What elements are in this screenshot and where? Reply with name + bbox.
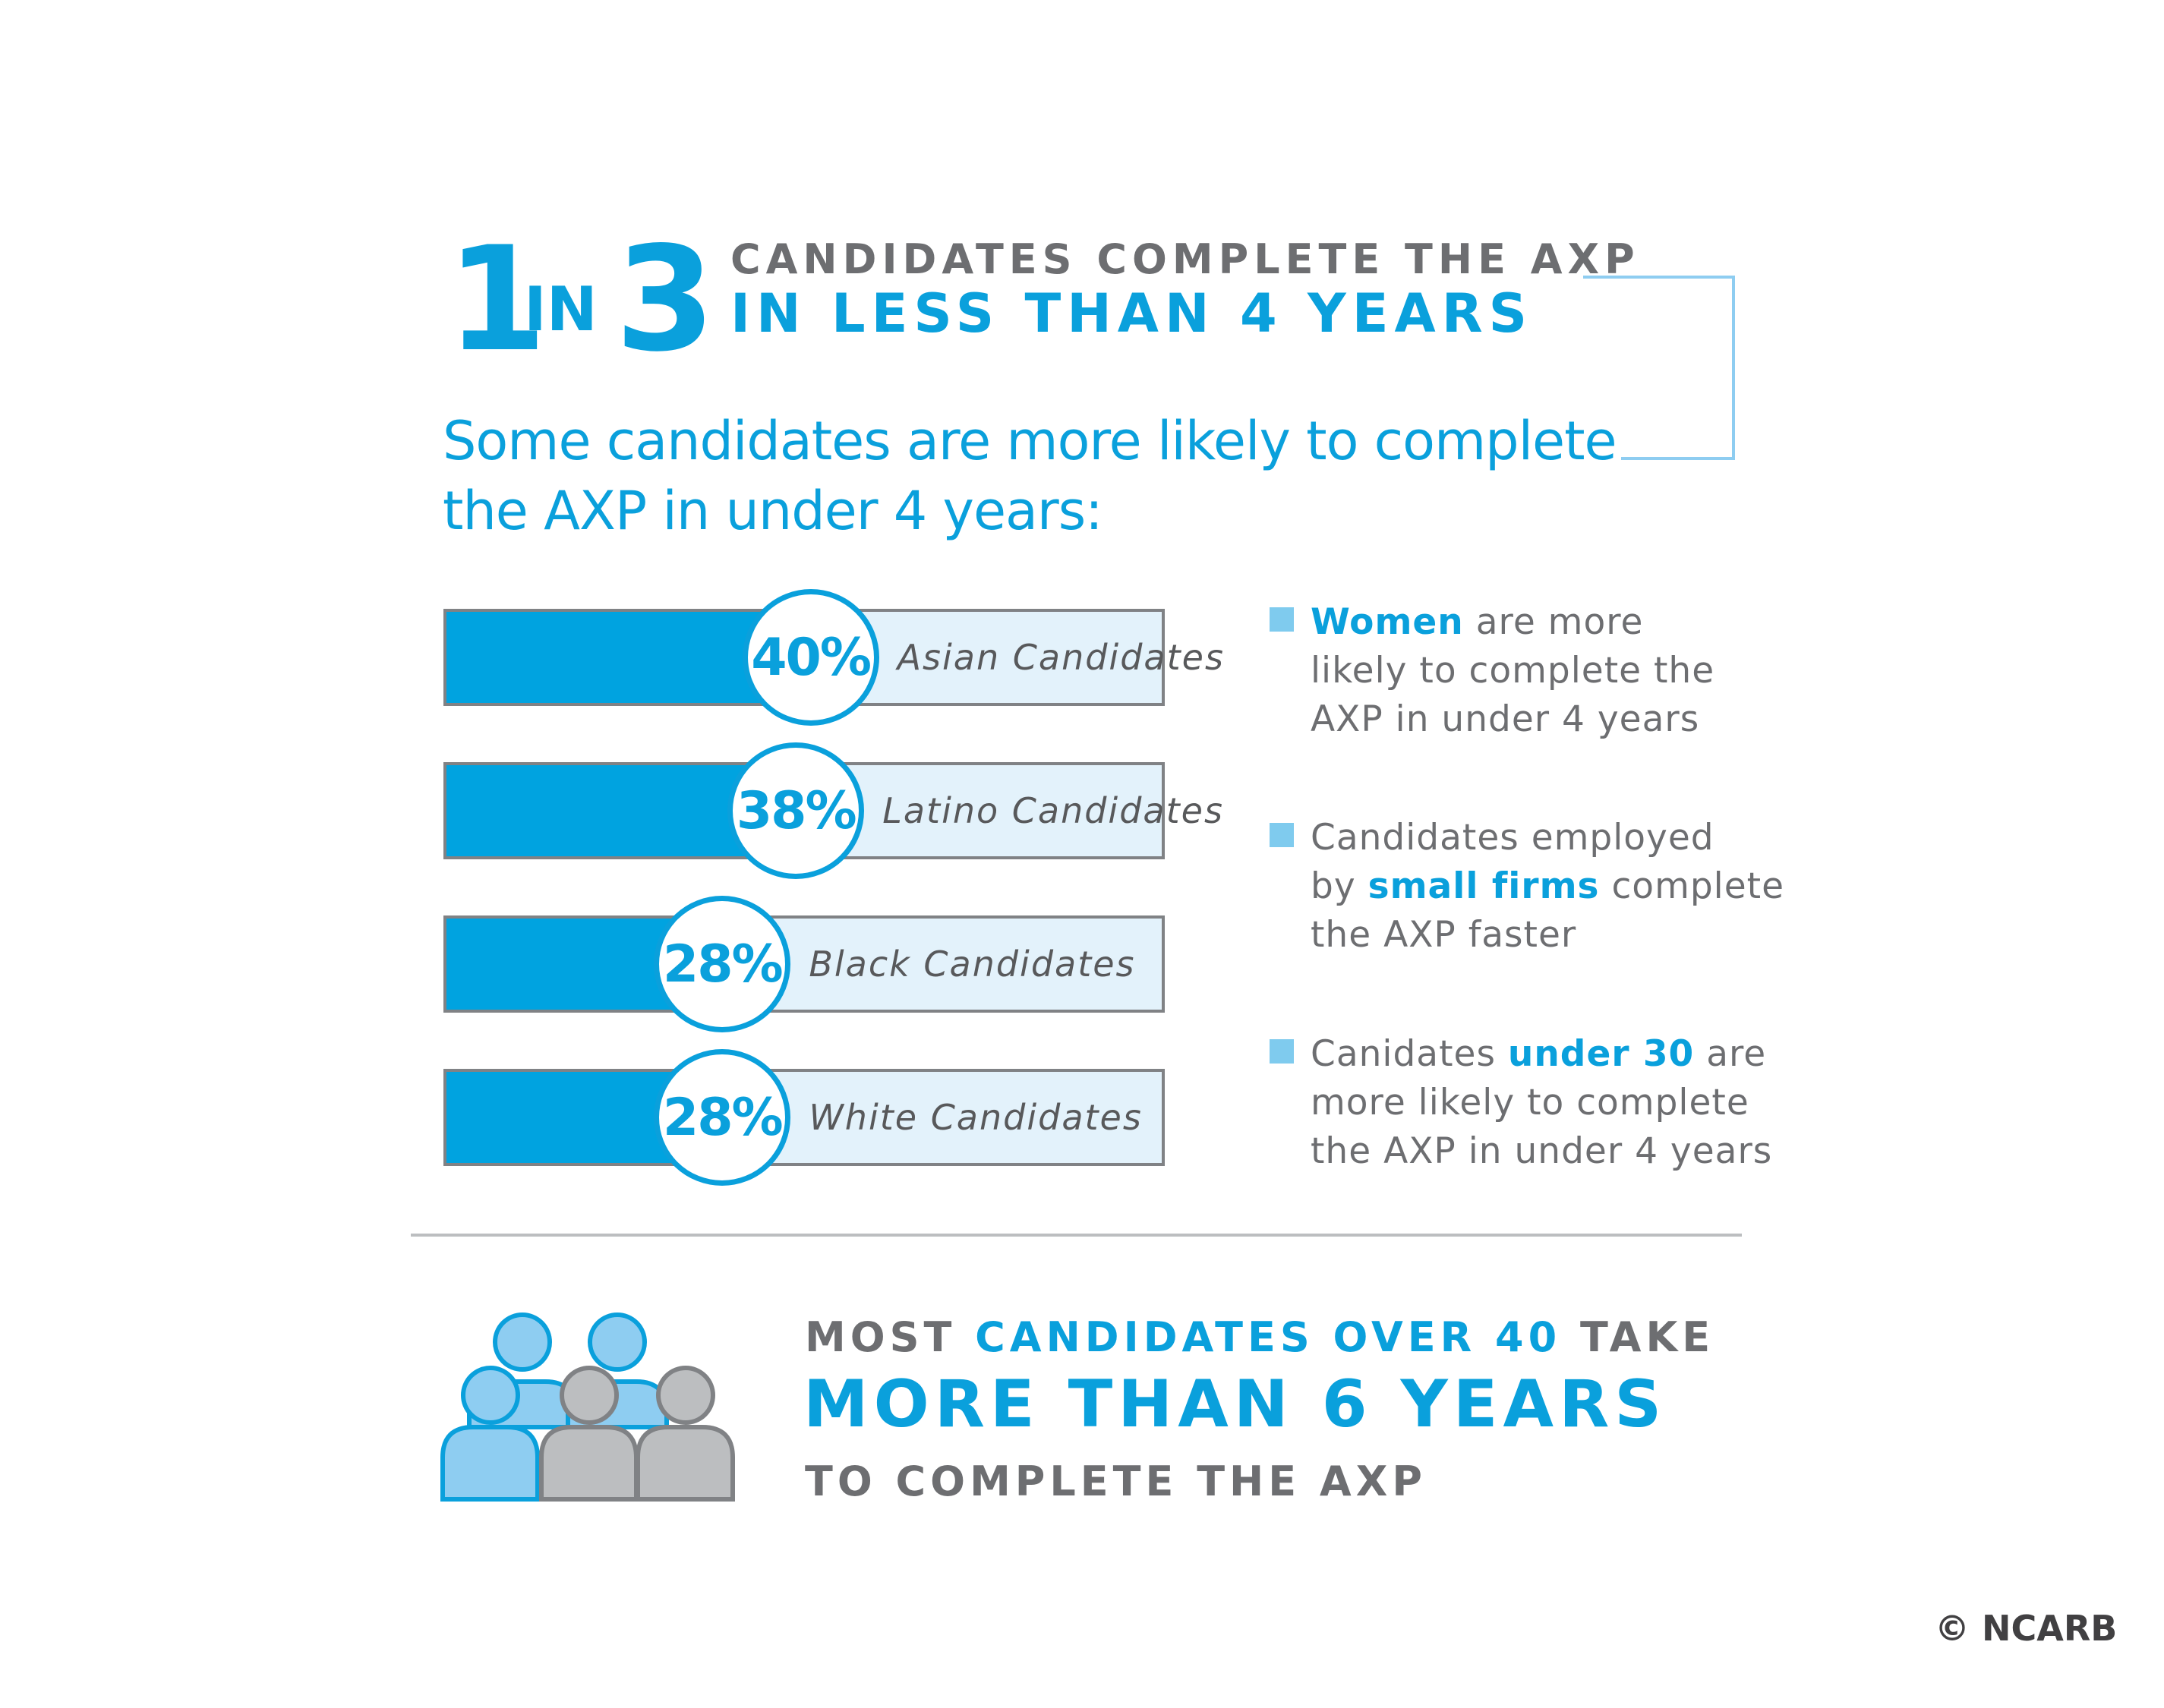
note-segment: are more: [1463, 601, 1644, 643]
note-bullet-icon: [1270, 1039, 1294, 1064]
note-highlight: Women: [1311, 601, 1464, 643]
divider: [411, 1234, 1742, 1237]
bar-track: Black Candidates: [443, 915, 1165, 1013]
footer-line-1-b: CANDIDATES OVER 40: [975, 1313, 1562, 1361]
bar-category-label: Asian Candidates: [897, 637, 1225, 678]
bar-category-label: White Candidates: [809, 1097, 1143, 1138]
note-text: Candidates employed by small firms comple…: [1311, 814, 1784, 960]
bar-category-label: Black Candidates: [809, 944, 1136, 985]
note-bullet-icon: [1270, 823, 1294, 847]
footer-line-1-c: TAKE: [1561, 1313, 1715, 1361]
copyright: © NCARB: [1935, 1608, 2118, 1649]
stat-number-3: 3: [615, 216, 715, 383]
footer-line-2: MORE THAN 6 YEARS: [803, 1366, 1667, 1442]
note-segment: more likely to complete: [1311, 1082, 1749, 1123]
header-line-1: CANDIDATES COMPLETE THE AXP: [730, 235, 1640, 283]
note-text: Canidates under 30 are more likely to com…: [1311, 1030, 1772, 1176]
note-line: Candidates employed: [1311, 814, 1784, 862]
stat-in: IN: [524, 274, 598, 345]
header-line-2: IN LESS THAN 4 YEARS: [730, 282, 1534, 345]
note-line: by small firms complete: [1311, 862, 1784, 911]
bracket-foot-mask: [1583, 425, 1621, 463]
bar-value-label: 40%: [742, 589, 879, 726]
note-highlight: under 30: [1507, 1033, 1695, 1075]
note-segment: are: [1694, 1033, 1767, 1075]
note-highlight: small firms: [1367, 865, 1600, 907]
bar-track: White Candidates: [443, 1069, 1165, 1166]
bar-category-label: Latino Candidates: [882, 790, 1224, 831]
subtitle-line-1: Some candidates are more likely to compl…: [443, 410, 1617, 472]
note-segment: AXP in under 4 years: [1311, 698, 1700, 740]
bar-value-label: 38%: [727, 742, 865, 879]
bar-value-label: 28%: [654, 1049, 791, 1186]
subtitle-line-2: the AXP in under 4 years:: [443, 480, 1103, 542]
stat-number-1: 1: [446, 216, 547, 383]
note-line: likely to complete the: [1311, 647, 1714, 695]
subtitle: Some candidates are more likely to compl…: [443, 406, 1617, 546]
footer-line-1-a: MOST: [805, 1313, 976, 1361]
note-segment: the AXP faster: [1311, 914, 1577, 956]
people-group-icon: [439, 1306, 743, 1503]
note-segment: by: [1311, 865, 1368, 907]
note-segment: Candidates employed: [1311, 817, 1714, 859]
note-segment: complete: [1599, 865, 1785, 907]
note-line: more likely to complete: [1311, 1079, 1772, 1127]
note-segment: likely to complete the: [1311, 650, 1715, 692]
bracket-decoration: [1583, 276, 1735, 460]
note-line: the AXP faster: [1311, 911, 1784, 960]
note-segment: Canidates: [1311, 1033, 1508, 1075]
bar-value-label: 28%: [654, 896, 791, 1032]
footer-line-3: TO COMPLETE THE AXP: [805, 1457, 1427, 1505]
footer-line-1: MOST CANDIDATES OVER 40 TAKE: [805, 1313, 1714, 1361]
note-line: the AXP in under 4 years: [1311, 1127, 1772, 1176]
note-line: Women are more: [1311, 598, 1714, 647]
note-line: AXP in under 4 years: [1311, 695, 1714, 744]
note-segment: the AXP in under 4 years: [1311, 1130, 1773, 1172]
note-line: Canidates under 30 are: [1311, 1030, 1772, 1079]
note-bullet-icon: [1270, 607, 1294, 632]
note-text: Women are more likely to complete the AXP …: [1311, 598, 1714, 744]
